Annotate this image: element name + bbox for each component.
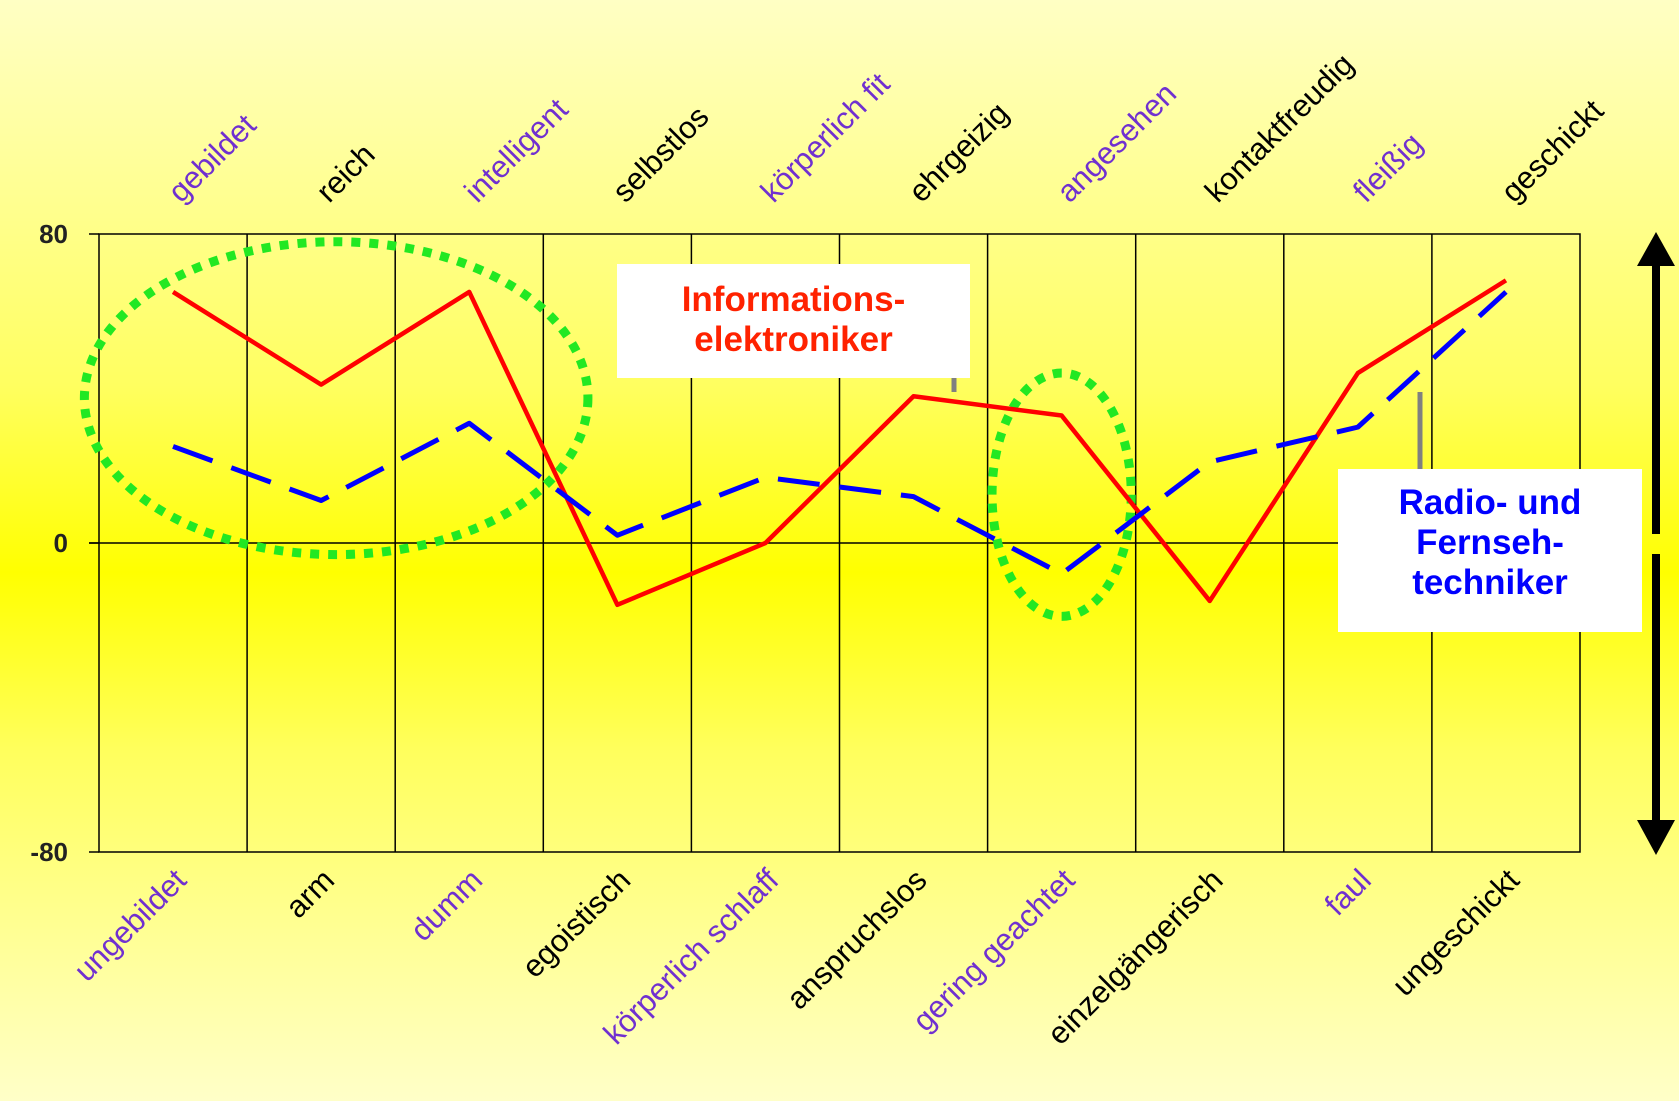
series-line-informationselektroniker	[171, 278, 1508, 608]
highlight-ellipses	[79, 237, 1136, 621]
series-label-line: elektroniker	[694, 320, 893, 359]
top-category-label: ehrgeizig	[902, 95, 1016, 209]
series-label-line: Radio- und	[1398, 483, 1582, 522]
bottom-category-label: ungeschickt	[1385, 862, 1526, 1003]
scale-arrow	[1637, 232, 1675, 855]
highlight-ellipse	[79, 237, 593, 560]
series-label-line: techniker	[1412, 563, 1568, 602]
series-label-line: Fernseh-	[1416, 523, 1564, 562]
series-label-line: Informations-	[681, 280, 906, 319]
bottom-category-label: dumm	[404, 862, 490, 948]
series-label-informationselektroniker: Informations- elektroniker	[617, 264, 970, 378]
y-tick-label: -80	[30, 837, 68, 867]
top-category-label: intelligent	[457, 91, 575, 209]
top-category-label: selbstlos	[606, 99, 716, 209]
y-axis-ticks: 80 0 -80	[30, 219, 99, 867]
top-category-label: angesehen	[1050, 76, 1183, 209]
bottom-category-label: arm	[279, 862, 342, 925]
highlight-ellipse	[987, 368, 1136, 621]
series-line-radio-fernsehtechniker	[172, 290, 1508, 577]
top-category-label: kontaktfreudig	[1198, 47, 1360, 209]
top-category-label: reich	[309, 137, 381, 209]
top-category-label: geschickt	[1494, 93, 1610, 209]
bottom-category-label: egoistisch	[515, 862, 637, 984]
bottom-category-label: faul	[1318, 862, 1378, 922]
y-tick-label: 0	[54, 528, 68, 558]
series-label-radio-fernsehtechniker: Radio- und Fernseh- techniker	[1338, 469, 1642, 632]
top-category-labels: gebildet reich intelligent selbstlos körperl…	[161, 47, 1610, 209]
label-leader-lines	[951, 330, 1423, 472]
top-category-label: körperlich fit	[754, 66, 897, 209]
arrow-head-up	[1637, 232, 1675, 266]
top-category-label: gebildet	[161, 107, 263, 209]
top-category-label: fleißig	[1346, 126, 1429, 209]
bottom-category-label: anspruchslos	[780, 862, 934, 1016]
arrow-head-down	[1637, 820, 1675, 855]
bottom-category-label: ungebildet	[67, 862, 193, 988]
series-lines	[171, 278, 1508, 608]
y-tick-label: 80	[39, 219, 68, 249]
